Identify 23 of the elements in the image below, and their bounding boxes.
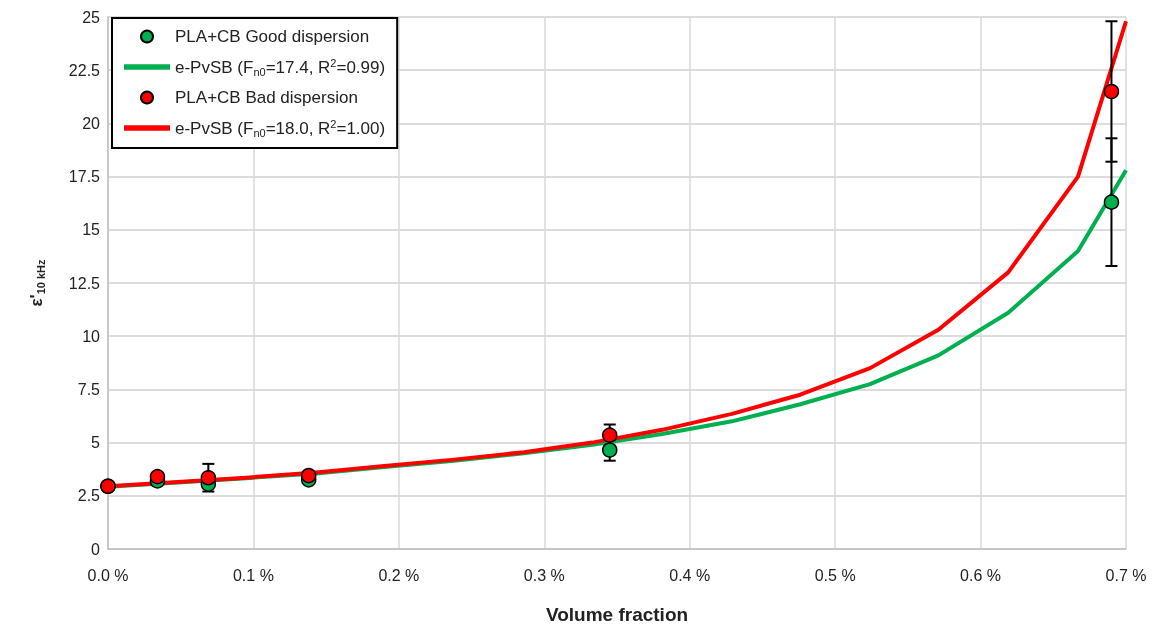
y-tick-label: 12.5 — [68, 274, 101, 292]
y-tick-label: 20 — [82, 114, 101, 132]
x-tick-label: 0.5 % — [814, 566, 856, 584]
x-tick-label: 0.4 % — [669, 566, 711, 584]
x-tick-label: 0.1 % — [232, 566, 274, 584]
x-tick-label: 0.2 % — [378, 566, 420, 584]
y-axis-title: ε'10 kHz — [26, 259, 47, 307]
y-tick-label: 2.5 — [77, 487, 101, 505]
legend-label: PLA+CB Good dispersion — [175, 27, 370, 46]
y-tick-label: 5 — [91, 434, 101, 452]
y-tick-label: 22.5 — [68, 61, 101, 79]
x-tick-label: 0.6 % — [960, 566, 1002, 584]
y-tick-label: 10 — [82, 327, 101, 345]
y-tick-label: 15 — [82, 221, 101, 239]
y-tick-label: 25 — [82, 8, 101, 26]
legend-label: PLA+CB Bad dispersion — [175, 88, 358, 107]
y-tick-label: 17.5 — [68, 168, 101, 186]
x-tick-label: 0.0 % — [87, 566, 129, 584]
x-axis-title: Volume fraction — [545, 604, 689, 625]
y-tick-label: 7.5 — [77, 380, 101, 398]
y-tick-label: 0 — [91, 540, 101, 558]
x-tick-label: 0.3 % — [523, 566, 565, 584]
x-tick-label: 0.7 % — [1105, 566, 1147, 584]
